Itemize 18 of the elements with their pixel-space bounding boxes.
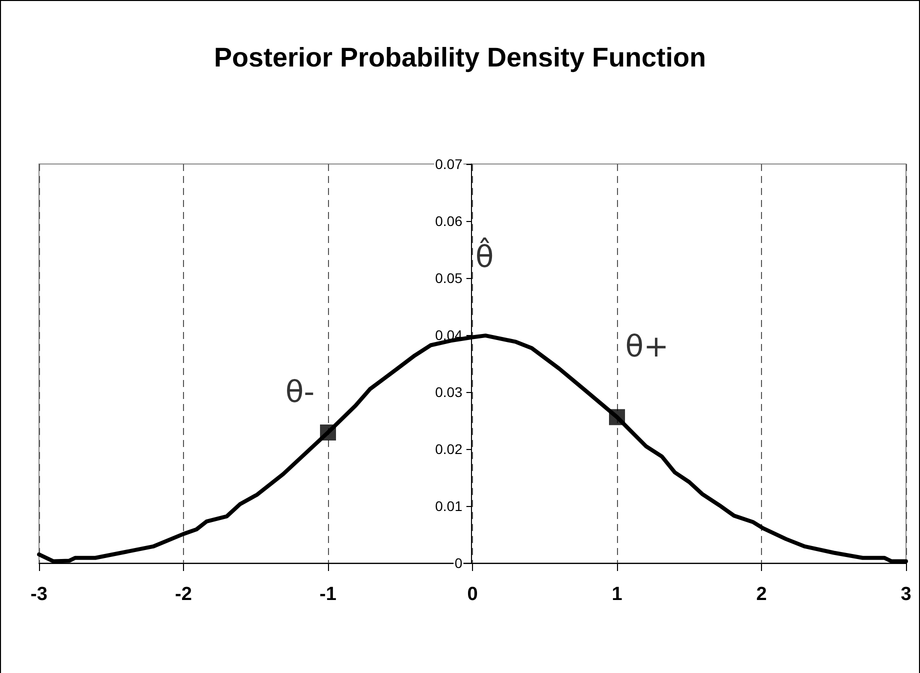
annotation: θ̂ bbox=[475, 237, 494, 275]
y-tick-label: 0.02 bbox=[435, 441, 463, 457]
y-tick-label: 0.01 bbox=[435, 498, 463, 514]
y-tick-label: 0.07 bbox=[435, 156, 463, 172]
x-tick-label: 1 bbox=[612, 584, 623, 605]
x-tick-label: -2 bbox=[175, 584, 192, 605]
x-tick-label: 3 bbox=[900, 584, 912, 605]
annotation: θ- bbox=[285, 374, 315, 410]
y-tick-label: 0.06 bbox=[435, 213, 463, 229]
annotation: θ+ bbox=[625, 330, 669, 365]
y-tick-label: 0.05 bbox=[435, 270, 463, 286]
x-tick-label: -3 bbox=[30, 584, 48, 605]
y-tick-label: 0.03 bbox=[435, 384, 463, 400]
chart-title: Posterior Probability Density Function bbox=[214, 42, 706, 72]
x-tick-label: 0 bbox=[467, 584, 478, 605]
y-tick-label: 0 bbox=[454, 555, 463, 571]
x-tick-label: 2 bbox=[756, 584, 767, 605]
x-tick-label: -1 bbox=[320, 584, 337, 605]
